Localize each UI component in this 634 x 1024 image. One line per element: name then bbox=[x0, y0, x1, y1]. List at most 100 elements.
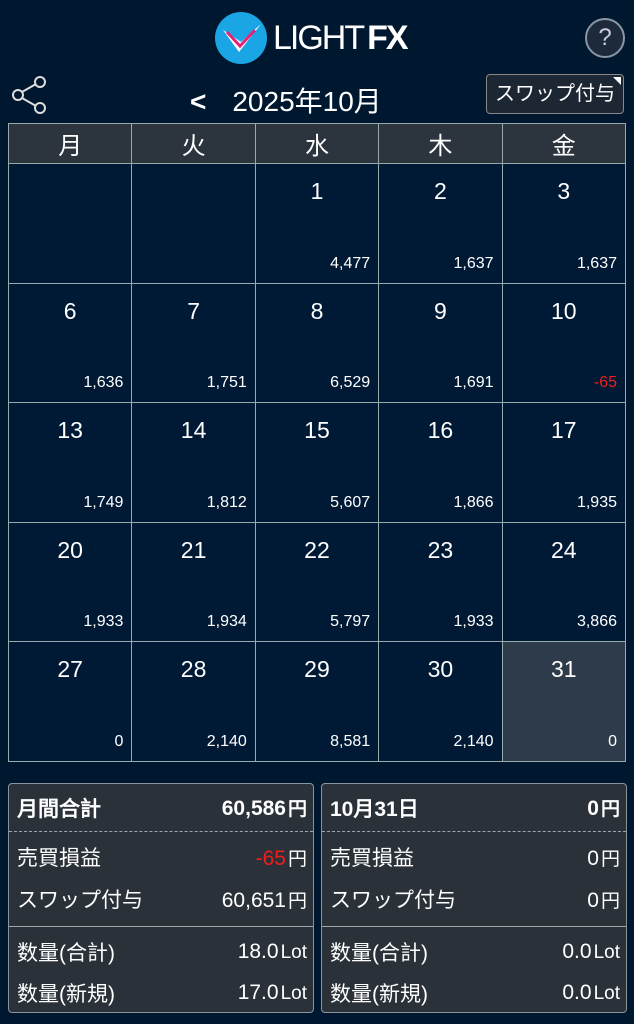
panel-total: 60,586 bbox=[221, 797, 286, 820]
day-profit: 3,866 bbox=[576, 613, 617, 630]
day-profit: 1,751 bbox=[206, 374, 247, 391]
unit-lot: Lot bbox=[593, 983, 620, 1004]
day-profit: 5,607 bbox=[330, 493, 371, 511]
calendar-week: 13 1,749 14 1,812 15 5,607 16 1,866 17 1,935 bbox=[7, 402, 627, 523]
calendar-day-cell[interactable]: 9 1,691 bbox=[378, 282, 503, 403]
day-profit: 1,749 bbox=[83, 493, 124, 511]
day-number: 15 bbox=[304, 417, 330, 443]
swap-label: スワップ付与 bbox=[330, 889, 456, 912]
calendar-day-cell[interactable]: 31 0 bbox=[501, 641, 627, 762]
panel-title: 月間合計 bbox=[17, 797, 101, 821]
calendar-day-cell[interactable]: 22 5,797 bbox=[254, 521, 380, 642]
pl-value: 0 bbox=[587, 846, 599, 870]
day-profit: 5,797 bbox=[330, 613, 371, 630]
calendar-day-cell[interactable]: 8 6,529 bbox=[254, 282, 380, 403]
day-profit: 1,934 bbox=[206, 613, 247, 630]
qty-total-value: 18.0 bbox=[237, 939, 279, 963]
month-title: 2025年10月 bbox=[232, 86, 382, 117]
unit-lot: Lot bbox=[280, 983, 307, 1004]
qty-total-label: 数量(合計) bbox=[330, 941, 428, 965]
unit-lot: Lot bbox=[280, 941, 307, 963]
day-number: 29 bbox=[304, 656, 330, 682]
unit-yen: 円 bbox=[287, 799, 307, 820]
day-profit: 2,140 bbox=[206, 732, 247, 750]
summary-panel: 10月31日 0 円 売買損益 0 円 スワップ付与 0 円 数量(合計) 0.0 Lot 数量… bbox=[321, 783, 627, 1013]
day-profit: 6,529 bbox=[330, 374, 371, 391]
calendar-day-cell[interactable]: 2 1,637 bbox=[378, 163, 503, 284]
day-number: 7 bbox=[187, 297, 200, 324]
day-profit: -65 bbox=[593, 374, 617, 391]
calendar-week: 20 1,933 21 1,934 22 5,797 23 1,933 24 3,866 bbox=[7, 521, 627, 642]
day-number: 31 bbox=[550, 656, 577, 682]
calendar-day-cell[interactable]: 29 8,581 bbox=[254, 641, 380, 762]
calendar-day-cell[interactable]: 20 1,933 bbox=[7, 521, 133, 642]
qty-new-value: 17.0 bbox=[237, 981, 279, 1004]
unit-yen: 円 bbox=[600, 799, 620, 820]
day-profit: 2,140 bbox=[453, 732, 494, 750]
calendar-day-cell[interactable]: 23 1,933 bbox=[378, 521, 503, 642]
day-number: 10 bbox=[550, 297, 577, 324]
swap-dropdown-button[interactable]: スワップ付与 bbox=[486, 74, 624, 114]
calendar-week: 6 1,636 7 1,751 8 6,529 9 1,691 10 -65 bbox=[7, 282, 627, 403]
calendar-day-cell[interactable]: 13 1,749 bbox=[7, 402, 133, 523]
calendar-week: 1 4,477 2 1,637 3 1,637 bbox=[7, 163, 627, 284]
help-button[interactable]: ? bbox=[585, 18, 625, 58]
day-profit: 8,581 bbox=[330, 732, 371, 750]
day-number: 30 bbox=[427, 656, 454, 682]
day-number: 1 bbox=[310, 178, 324, 204]
qty-total-label: 数量(合計) bbox=[17, 941, 115, 965]
share-icon[interactable] bbox=[10, 74, 48, 121]
calendar: 月火水木金 1 4,477 2 1,637 3 1,637 6 1,636 7 1,751 8 6,5… bbox=[7, 123, 627, 762]
calendar-day-cell[interactable]: 6 1,636 bbox=[7, 282, 133, 403]
month-nav: <2025年10月 bbox=[190, 80, 382, 120]
weekday-header: 水 bbox=[254, 123, 380, 164]
day-profit: 1,636 bbox=[83, 374, 124, 391]
day-number: 27 bbox=[57, 656, 83, 682]
logo-check-icon bbox=[215, 12, 267, 64]
prev-month-button[interactable]: < bbox=[190, 86, 207, 117]
calendar-day-cell[interactable]: 14 1,812 bbox=[131, 402, 256, 523]
weekday-header: 月 bbox=[7, 123, 133, 164]
calendar-day-cell[interactable]: 10 -65 bbox=[501, 282, 627, 403]
day-number: 14 bbox=[180, 417, 207, 443]
day-profit: 1,935 bbox=[576, 493, 617, 511]
day-number: 8 bbox=[310, 297, 324, 324]
calendar-day-cell[interactable]: 3 1,637 bbox=[501, 163, 627, 284]
day-profit: 1,812 bbox=[206, 493, 247, 511]
calendar-day-cell[interactable]: 16 1,866 bbox=[378, 402, 503, 523]
day-profit: 4,477 bbox=[330, 254, 371, 272]
day-profit: 1,933 bbox=[83, 613, 124, 630]
day-profit: 0 bbox=[608, 732, 617, 750]
panel-title: 10月31日 bbox=[330, 797, 419, 821]
calendar-day-cell[interactable]: 30 2,140 bbox=[378, 641, 503, 762]
weekday-header: 金 bbox=[501, 123, 627, 164]
calendar-day-cell[interactable]: 24 3,866 bbox=[501, 521, 627, 642]
calendar-day-cell[interactable]: 1 4,477 bbox=[254, 163, 380, 284]
panel-total: 0 bbox=[587, 797, 599, 820]
pl-label: 売買損益 bbox=[330, 847, 414, 870]
day-number: 23 bbox=[427, 536, 454, 563]
unit-yen: 円 bbox=[600, 890, 620, 912]
weekday-header: 火 bbox=[131, 123, 256, 164]
unit-yen: 円 bbox=[600, 848, 620, 870]
day-profit: 1,691 bbox=[453, 374, 494, 391]
day-number: 28 bbox=[180, 656, 207, 682]
calendar-day-cell[interactable]: 7 1,751 bbox=[131, 282, 256, 403]
qty-new-value: 0.0 bbox=[562, 981, 592, 1004]
day-profit: 0 bbox=[114, 732, 124, 750]
calendar-week: 27 0 28 2,140 29 8,581 30 2,140 31 0 bbox=[7, 641, 627, 762]
swap-value: 0 bbox=[587, 888, 599, 912]
swap-label: スワップ付与 bbox=[17, 889, 143, 912]
calendar-day-cell[interactable]: 28 2,140 bbox=[131, 641, 256, 762]
day-number: 20 bbox=[57, 536, 83, 563]
calendar-day-cell[interactable]: 15 5,607 bbox=[254, 402, 380, 523]
day-profit: 1,637 bbox=[576, 254, 617, 272]
calendar-day-cell[interactable]: 21 1,934 bbox=[131, 521, 256, 642]
unit-yen: 円 bbox=[287, 890, 307, 912]
summary-panel: 月間合計 60,586 円 売買損益 -65 円 スワップ付与 60,651 円 数量(合計… bbox=[8, 783, 314, 1013]
lightfx-logo: LIGHT FX bbox=[215, 12, 409, 64]
calendar-day-cell[interactable]: 27 0 bbox=[7, 641, 133, 762]
calendar-day-cell[interactable]: 17 1,935 bbox=[501, 402, 627, 523]
weekday-header: 木 bbox=[378, 123, 503, 164]
qty-new-label: 数量(新規) bbox=[17, 983, 115, 1006]
